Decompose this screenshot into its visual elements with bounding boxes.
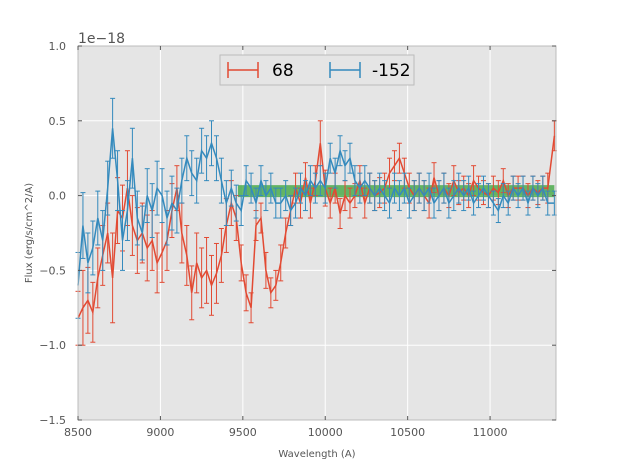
plot-frame — [77, 45, 557, 421]
x-tick-label: 9000 — [146, 426, 174, 439]
y-tick-label: 0.5 — [49, 115, 67, 128]
y-offset-label: 1e−18 — [78, 31, 125, 47]
y-axis: 1.0 0.5 0.0 −0.5 −1.0 −1.5 — [39, 40, 556, 427]
x-tick-label: 11000 — [473, 426, 508, 439]
legend-entry-neg152: -152 — [329, 61, 411, 81]
x-axis-label: Wavelength (A) — [278, 449, 355, 460]
y-axis-label: Flux (erg/s/cm^2/A) — [24, 183, 35, 283]
x-tick-label: 8500 — [64, 426, 92, 439]
x-tick-label: 9500 — [229, 426, 257, 439]
plot-background — [78, 46, 556, 420]
legend-label-neg152: -152 — [372, 61, 411, 81]
legend-entry-68: 68 — [227, 61, 294, 81]
legend: 68 -152 — [219, 54, 415, 86]
x-axis: 8500 9000 9500 10000 10500 11000 — [64, 46, 508, 439]
y-tick-label: −0.5 — [39, 264, 66, 277]
x-tick-label: 10500 — [390, 426, 425, 439]
x-tick-label: 10000 — [308, 426, 343, 439]
y-tick-label: −1.0 — [39, 339, 66, 352]
y-tick-label: 1.0 — [49, 40, 67, 53]
legend-label-68: 68 — [272, 61, 294, 81]
series-line-1 — [77, 128, 555, 286]
y-tick-label: −1.5 — [39, 414, 66, 427]
y-tick-label: 0.0 — [49, 190, 67, 203]
